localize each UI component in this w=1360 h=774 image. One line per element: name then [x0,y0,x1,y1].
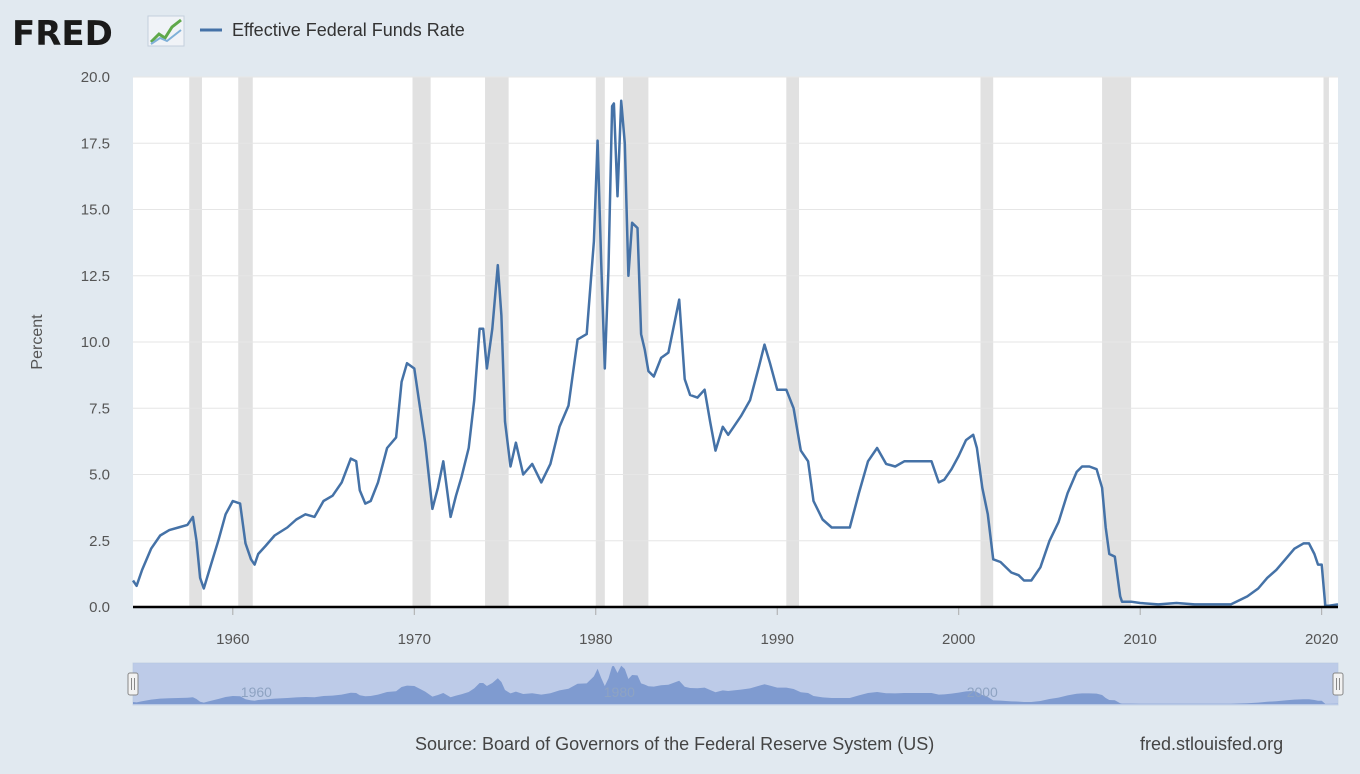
navigator-label: 1960 [241,684,272,700]
navigator-labels: 1960 1980 2000 [241,684,998,700]
y-tick-label: 5.0 [89,467,110,484]
navigator[interactable]: 1960 1980 2000 [127,662,1344,706]
x-tick-label: 2010 [1124,631,1157,648]
source-note: Source: Board of Governors of the Federa… [415,734,934,754]
y-tick-label: 20.0 [81,69,110,86]
navigator-label: 2000 [967,684,998,700]
fred-logo: FRED [12,14,185,54]
gridlines [133,76,1338,542]
fred-logo-text: FRED [12,14,113,54]
navigator-right-handle[interactable] [1332,672,1344,696]
x-tick-label: 1980 [579,631,612,648]
x-tick-label: 1990 [761,631,794,648]
y-tick-label: 17.5 [81,135,110,152]
x-tick-label: 2000 [942,631,975,648]
x-tick-label: 2020 [1305,631,1338,648]
y-axis-ticks: 0.0 2.5 5.0 7.5 10.0 12.5 15.0 17.5 20.0 [81,69,110,616]
navigator-label: 1980 [604,684,635,700]
legend[interactable]: Effective Federal Funds Rate [200,20,465,40]
y-tick-label: 15.0 [81,202,110,219]
x-axis-ticks: 1960 1970 1980 1990 2000 2010 2020 [216,607,1338,648]
x-tick-label: 1970 [398,631,431,648]
trend-graph-icon [147,15,185,47]
y-axis-label: Percent [29,314,46,370]
site-link[interactable]: fred.stlouisfed.org [1140,734,1283,754]
legend-label: Effective Federal Funds Rate [232,20,465,40]
navigator-area [133,665,1338,704]
y-tick-label: 10.0 [81,334,110,351]
y-tick-label: 0.0 [89,599,110,616]
y-tick-label: 2.5 [89,533,110,550]
x-tick-label: 1960 [216,631,249,648]
navigator-left-handle[interactable] [127,672,139,696]
y-tick-label: 7.5 [89,400,110,417]
series-line-effective-federal-funds-rate [131,99,1339,607]
y-tick-label: 12.5 [81,268,110,285]
